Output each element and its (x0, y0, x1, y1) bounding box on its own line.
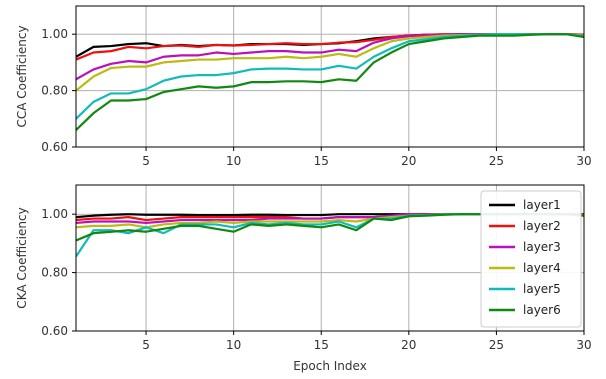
plot2-xtick-label-15: 15 (314, 338, 329, 352)
plot1-line-layer1 (76, 33, 584, 58)
plot1-xtick-label-10: 10 (226, 154, 241, 168)
plot2-ytick-label-0.60: 0.60 (41, 324, 68, 338)
plot1-ytick-label-1.00: 1.00 (41, 27, 68, 41)
plot2-legend-label-layer2: layer2 (523, 219, 561, 233)
plot2-xtick-label-5: 5 (142, 338, 150, 352)
plot1-frame (75, 5, 585, 148)
plot2-xtick-label-30: 30 (576, 338, 591, 352)
plot2-legend-label-layer6: layer6 (523, 303, 561, 317)
plot2-legend-label-layer4: layer4 (523, 261, 561, 275)
plot2-xtick-label-25: 25 (489, 338, 504, 352)
plot1-ytick-label-0.80: 0.80 (41, 84, 68, 98)
plot2-xtick-label-10: 10 (226, 338, 241, 352)
plot1-ytick-label-0.60: 0.60 (41, 140, 68, 154)
plot2-legend-label-layer3: layer3 (523, 240, 561, 254)
plot2: 5 10 15 20 25 30 0.60 0.80 1.00 CKA Coefficiency E… (15, 184, 592, 373)
plot1-xtick-label-5: 5 (142, 154, 150, 168)
plot1-series-group (76, 33, 584, 131)
plot2-legend: layer1 layer2 layer3 layer4 layer5 layer6 (480, 190, 582, 328)
plot2-xlabel: Epoch Index (293, 359, 367, 373)
plot1-xtick-label-25: 25 (489, 154, 504, 168)
plot2-ylabel: CKA Coefficiency (15, 207, 29, 308)
plot2-legend-label-layer5: layer5 (523, 282, 561, 296)
plot2-legend-label-layer1: layer1 (523, 198, 561, 212)
plot1-xtick-label-30: 30 (576, 154, 591, 168)
plot1-ylabel: CCA Coefficiency (15, 25, 29, 127)
plot2-ytick-label-1.00: 1.00 (41, 207, 68, 221)
plot1-line-layer3 (76, 33, 584, 81)
plot1-line-layer5 (76, 33, 584, 120)
plot2-frame (75, 184, 585, 332)
plot2-xtick-label-20: 20 (401, 338, 416, 352)
plot1-xtick-label-20: 20 (401, 154, 416, 168)
plot1-line-layer6 (76, 33, 584, 131)
plot2-ytick-label-0.80: 0.80 (41, 266, 68, 280)
plot1-xtick-label-15: 15 (314, 154, 329, 168)
plot1: 5 10 15 20 25 30 0.60 0.80 1.00 CCA Coefficiency (15, 5, 592, 168)
